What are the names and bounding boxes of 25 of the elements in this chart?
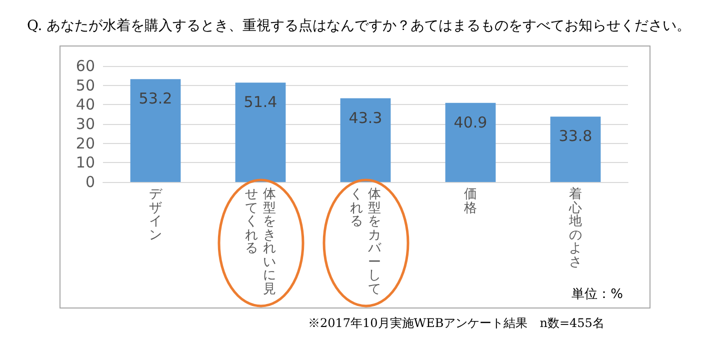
category-label: 体型をカバーしてくれる: [350, 187, 381, 296]
data-label: 53.2: [138, 90, 172, 108]
y-tick-label: 0: [85, 173, 95, 191]
bar: [340, 98, 391, 182]
x-tick-label: 価格: [463, 187, 478, 218]
y-tick-label: 60: [76, 57, 95, 75]
x-tick-label: 着心地のよさ: [569, 187, 582, 270]
bar: [550, 116, 601, 182]
x-tick-label: デザイン: [148, 187, 163, 244]
chart-title: Q. あなたが水着を購入するとき、重視する点はなんですか？あてはまるものをすべてお知らせください。: [27, 18, 691, 34]
y-tick-label: 30: [76, 115, 95, 133]
text: 単位：%: [572, 287, 624, 302]
bar: [130, 79, 181, 182]
y-tick-label: 50: [76, 76, 95, 94]
bar: [235, 82, 286, 182]
data-label: 40.9: [454, 113, 488, 132]
y-tick-label: 10: [76, 154, 95, 172]
data-label: 43.3: [348, 108, 382, 127]
y-tick-label: 20: [76, 134, 95, 152]
data-label: 33.8: [558, 127, 592, 146]
text: ※2017年10月実施WEBアンケート結果 n数=455名: [308, 316, 604, 330]
y-tick-label: 40: [76, 96, 95, 114]
bar: [445, 102, 496, 182]
data-label: 51.4: [244, 93, 278, 112]
category-label: 体型をきれいに見せてくれる: [245, 187, 276, 296]
